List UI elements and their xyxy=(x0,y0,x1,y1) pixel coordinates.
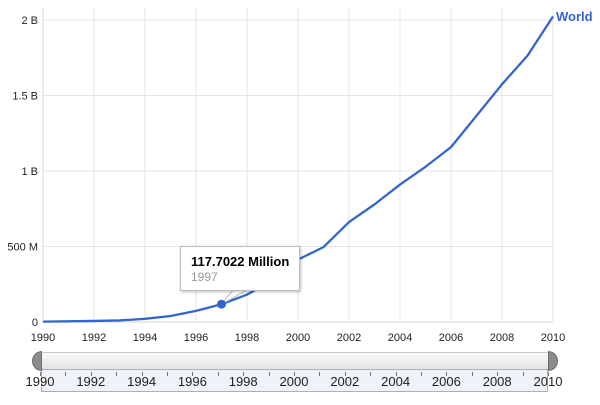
y-axis-label: 1 B xyxy=(21,166,38,178)
slider-year-label: 2000 xyxy=(279,374,309,389)
slider-year-label: 1994 xyxy=(127,374,157,389)
tooltip-year: 1997 xyxy=(191,270,218,284)
x-axis-label: 1990 xyxy=(31,332,55,344)
x-axis-label: 2010 xyxy=(541,332,565,344)
x-axis-label: 2006 xyxy=(439,332,463,344)
slider-year-tick xyxy=(192,372,194,376)
slider-year-tick xyxy=(471,372,473,376)
slider-year-tick xyxy=(522,372,524,376)
slider-year-label: 2004 xyxy=(381,374,411,389)
highlighted-data-point[interactable] xyxy=(217,299,226,309)
tooltip: 117.7022 Million 1997 xyxy=(180,246,301,291)
slider-year-tick xyxy=(243,372,245,376)
slider-year-label: 1992 xyxy=(76,374,106,389)
series-label-world[interactable]: World xyxy=(556,9,593,24)
slider-year-tick xyxy=(40,372,41,376)
slider-year-tick xyxy=(217,372,219,376)
x-axis-label: 2008 xyxy=(490,332,514,344)
slider-year-tick xyxy=(167,372,168,376)
slider-year-tick xyxy=(65,372,67,376)
x-axis-label: 1998 xyxy=(235,332,259,344)
slider-year-label: 2006 xyxy=(431,374,461,389)
y-axis-label: 1.5 B xyxy=(12,91,38,103)
slider-year-tick xyxy=(268,372,270,376)
x-axis-label: 2002 xyxy=(337,332,361,344)
slider-year-tick xyxy=(141,372,143,376)
y-axis-label: 2 B xyxy=(21,15,38,27)
x-axis-label: 2004 xyxy=(388,332,412,344)
slider-year-label: 1996 xyxy=(177,374,207,389)
slider-handle-right[interactable] xyxy=(548,351,558,371)
slider-year-tick xyxy=(446,372,448,376)
x-axis-label: 2000 xyxy=(286,332,310,344)
slider-year-tick xyxy=(319,372,321,376)
slider-year-label: 2002 xyxy=(330,374,360,389)
x-axis-label: 1996 xyxy=(184,332,208,344)
slider-year-tick xyxy=(548,372,549,376)
slider-year-tick xyxy=(497,372,499,376)
slider-year-tick xyxy=(395,372,397,376)
slider-year-tick xyxy=(90,372,92,376)
tooltip-value: 117.7022 Million xyxy=(191,254,290,269)
slider-year-label: 1998 xyxy=(228,374,258,389)
slider-year-label: 2010 xyxy=(533,374,563,389)
slider-year-label: 2008 xyxy=(482,374,512,389)
slider-year-tick xyxy=(116,372,118,376)
slider-year-tick xyxy=(294,372,295,376)
slider-track[interactable] xyxy=(37,352,553,370)
slider-handle-left[interactable] xyxy=(32,351,42,371)
slider-year-tick xyxy=(421,372,422,376)
y-axis-label: 500 M xyxy=(7,242,38,254)
slider-year-tick xyxy=(370,372,372,376)
chart-canvas: 0 500 M 1 B 1.5 B 2 B 1990 1992 1994 1996 1998 200… xyxy=(7,8,565,344)
y-axis-label: 0 xyxy=(32,317,38,329)
x-axis-label: 1994 xyxy=(133,332,157,344)
slider-year-tick xyxy=(344,372,346,376)
slider-year-label: 1990 xyxy=(25,374,55,389)
x-axis-label: 1992 xyxy=(82,332,106,344)
